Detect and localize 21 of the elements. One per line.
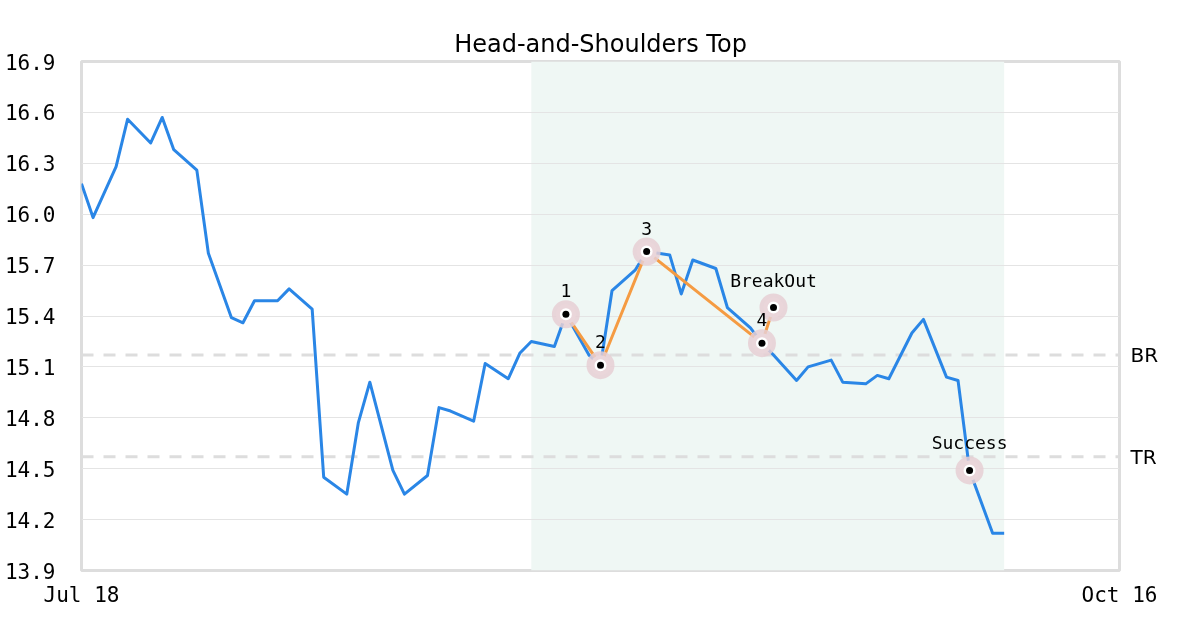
chart-title: Head-and-Shoulders Top: [454, 29, 747, 58]
y-tick-label: 14.2: [4, 508, 56, 533]
ref-line-label: BR: [1130, 343, 1159, 368]
line-series: [81, 115, 1006, 535]
ref-line-label: TR: [1129, 444, 1157, 469]
y-tick-label: 15.1: [4, 355, 56, 380]
y-tick-label: 16.6: [4, 101, 56, 126]
annotation: 1: [560, 280, 572, 302]
y-tick-label: 16.0: [4, 203, 56, 228]
y-tick-label: 15.4: [4, 305, 56, 329]
x-tick-label: Jul 18: [43, 582, 120, 607]
y-tick-label: 16.9: [4, 50, 56, 75]
y-tick-label: 16.3: [4, 152, 56, 177]
y-tick-label: 14.8: [4, 406, 56, 431]
annotation: 3: [641, 217, 653, 239]
x-tick-label: Oct 16: [1081, 582, 1158, 607]
annotation: 4: [756, 309, 768, 331]
y-tick-label: 13.9: [4, 559, 56, 584]
annotation: BreakOut: [730, 269, 817, 291]
y-tick-label: 15.7: [4, 254, 56, 279]
y-tick-label: 14.5: [4, 457, 56, 482]
